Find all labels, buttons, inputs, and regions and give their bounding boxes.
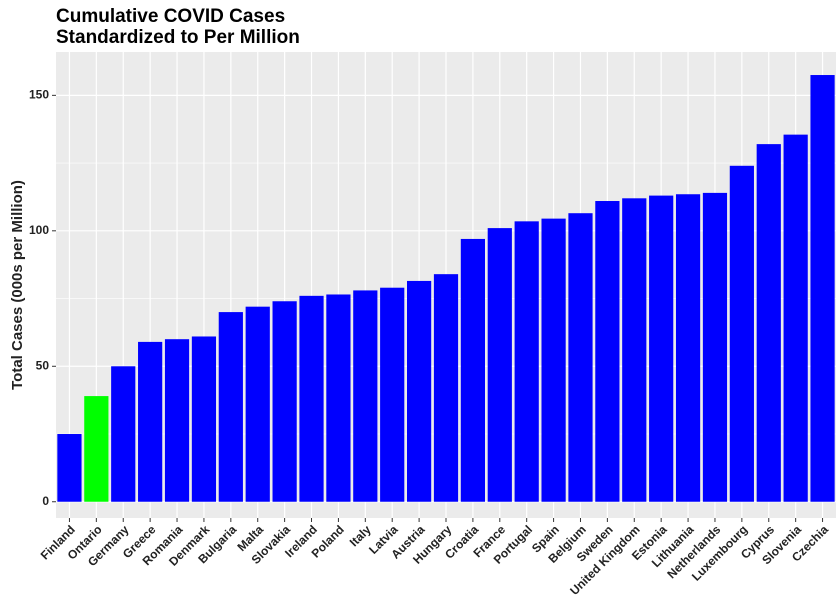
bar [810,75,835,502]
bar [299,295,324,502]
bar [433,274,459,502]
y-tick-label: 100 [29,223,49,237]
chart-title: Cumulative COVID Cases Standardized to P… [56,6,300,48]
y-tick-label: 50 [36,358,50,372]
bar [756,144,781,502]
bar [407,280,432,502]
bar [353,290,378,502]
bar [649,195,674,502]
bar [138,341,163,502]
y-tick-label: 150 [29,88,49,102]
bar [460,238,485,502]
bar [191,336,217,502]
bar [57,434,82,502]
bar [675,194,701,502]
y-axis-label: Total Cases (000s per Million) [9,180,26,390]
bar [541,218,566,502]
bar [487,228,512,502]
bar [380,287,405,502]
bar [595,201,620,502]
bar [702,192,728,502]
bar [245,306,270,502]
bar [568,213,593,502]
bar [783,134,808,502]
bar [729,165,754,502]
bar [622,198,647,502]
bar [326,294,351,502]
bar [272,301,297,502]
bar [164,339,190,502]
bar [514,221,539,502]
bar [218,312,243,502]
y-tick-label: 0 [42,494,49,508]
bar [111,366,136,502]
bar [84,396,109,502]
